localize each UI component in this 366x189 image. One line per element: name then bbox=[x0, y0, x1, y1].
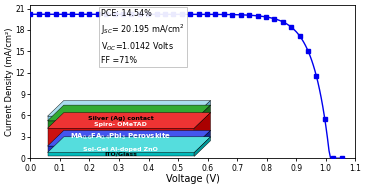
Polygon shape bbox=[48, 137, 210, 153]
Polygon shape bbox=[48, 113, 210, 128]
Polygon shape bbox=[48, 121, 194, 128]
Polygon shape bbox=[194, 130, 210, 153]
Polygon shape bbox=[194, 105, 210, 128]
Polygon shape bbox=[194, 101, 210, 121]
Polygon shape bbox=[48, 116, 194, 121]
Polygon shape bbox=[48, 101, 210, 116]
Polygon shape bbox=[48, 130, 210, 146]
Text: Sol-Gel Al-doped ZnO: Sol-Gel Al-doped ZnO bbox=[83, 147, 158, 152]
Y-axis label: Current Density (mA/cm²): Current Density (mA/cm²) bbox=[5, 27, 14, 136]
Polygon shape bbox=[194, 113, 210, 146]
Text: Silver (Ag) contact: Silver (Ag) contact bbox=[88, 116, 154, 121]
Polygon shape bbox=[48, 105, 210, 121]
X-axis label: Voltage (V): Voltage (V) bbox=[166, 174, 220, 184]
Text: PCE: 14.54%
J$_{SC}$= 20.195 mA/cm$^2$
V$_{OC}$=1.0142 Volts
FF =71%: PCE: 14.54% J$_{SC}$= 20.195 mA/cm$^2$ V… bbox=[101, 9, 185, 65]
Polygon shape bbox=[48, 153, 194, 156]
Text: Spiro- OMeTAD: Spiro- OMeTAD bbox=[94, 122, 147, 127]
Polygon shape bbox=[48, 128, 194, 146]
Polygon shape bbox=[48, 146, 194, 153]
Text: ITO/Glass: ITO/Glass bbox=[104, 152, 137, 157]
Polygon shape bbox=[194, 137, 210, 156]
Text: MA$_{0.6}$FA$_{0.4}$PbI$_3$ Perovskite: MA$_{0.6}$FA$_{0.4}$PbI$_3$ Perovskite bbox=[71, 132, 171, 142]
